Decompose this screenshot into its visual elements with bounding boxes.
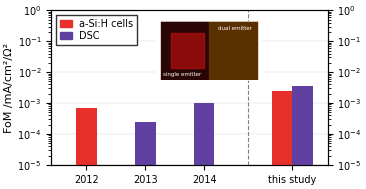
- Bar: [292, 86, 313, 189]
- Y-axis label: FoM /mA/cm²/Ω²: FoM /mA/cm²/Ω²: [4, 43, 14, 133]
- Bar: [135, 122, 156, 189]
- Legend: a-Si:H cells, DSC: a-Si:H cells, DSC: [56, 15, 137, 45]
- Bar: [76, 108, 97, 189]
- Bar: [272, 91, 292, 189]
- Bar: [194, 103, 214, 189]
